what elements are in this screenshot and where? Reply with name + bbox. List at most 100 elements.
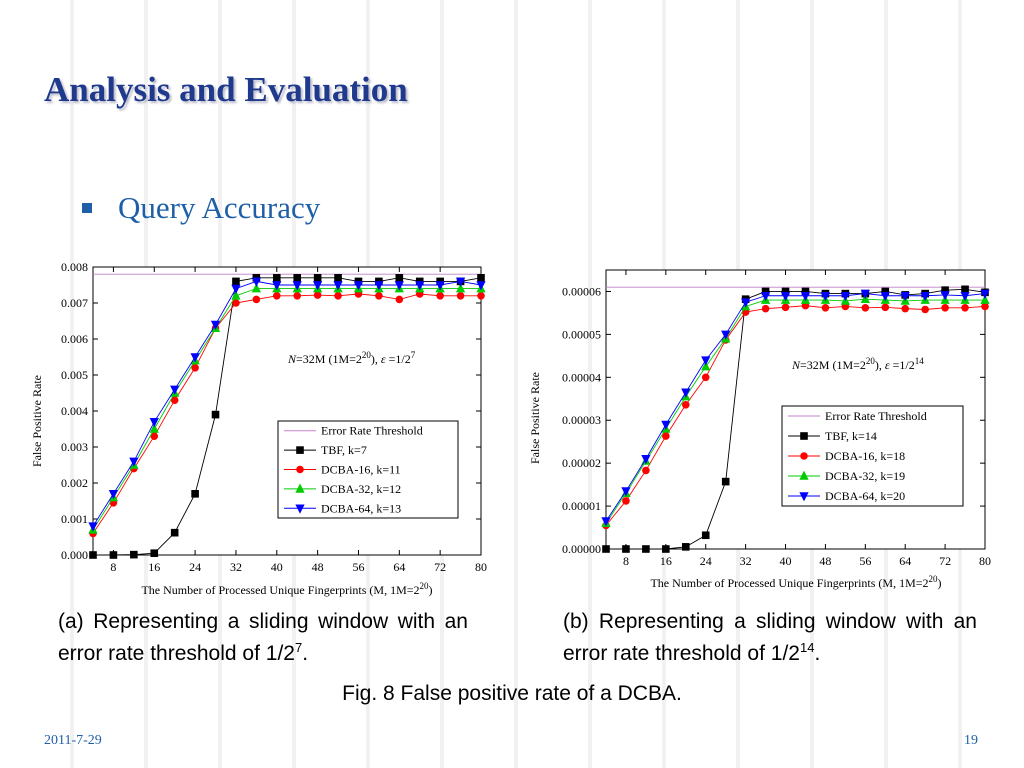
point [252,295,261,304]
x-tick-label: 32 [230,560,242,574]
point [394,281,404,291]
annotation-part: 20 [866,356,876,366]
point [435,281,445,291]
point [292,281,302,291]
point [109,551,118,559]
caption-text: . [814,642,821,665]
caption-sup: 14 [799,640,815,655]
point [272,292,281,300]
bullet-marker [82,203,92,213]
annotation-part: 14 [915,356,925,366]
legend-marker [800,432,808,440]
point [149,418,159,428]
point [980,289,990,300]
point [622,497,630,505]
point [780,291,791,302]
annotation-part: =1/2 [386,352,411,366]
page-number: 19 [964,733,978,748]
y-tick-label: 0.005 [61,368,88,382]
point [334,274,342,282]
point [272,281,282,291]
annotation-part: N [287,352,297,366]
x-axis-label-part: The Number of Processed Unique Fingerpri… [650,576,928,590]
annotation-part: N [791,358,801,372]
x-tick-label: 64 [393,560,405,574]
point [251,283,261,293]
y-axis-label: False Positive Rate [528,372,542,464]
point [455,283,466,293]
point [781,303,790,312]
point [860,289,870,300]
y-tick-label: 0.00001 [562,499,601,513]
series-line [605,298,985,524]
date: 2011-7-29 [44,733,102,748]
point [961,285,969,294]
annotation-part: 7 [411,350,416,360]
point [881,303,890,312]
point [921,305,929,314]
point [374,281,384,291]
legend-label: DCBA-32, k=19 [825,469,905,483]
point [920,291,930,302]
point [641,455,651,465]
point [681,388,691,398]
point [170,528,179,537]
x-axis-label-part: 20 [420,581,430,591]
point [476,281,486,291]
y-tick-label: 0.001 [61,512,88,526]
point [901,304,910,313]
x-tick-label: 24 [700,554,712,568]
point [642,466,650,475]
x-tick-label: 8 [110,560,116,574]
legend-label: TBF, k=7 [321,443,367,457]
point [800,291,811,302]
point [662,545,670,553]
point [150,432,159,441]
point [681,543,690,551]
point [149,423,159,433]
series-line [605,293,986,522]
point [150,549,159,558]
x-tick-label: 64 [899,554,911,568]
y-tick-label: 0.00005 [562,327,601,341]
y-tick-label: 0.00000 [562,542,601,556]
point [961,303,969,312]
caption-text: . [302,642,309,665]
y-tick-label: 0.002 [61,476,88,490]
point [861,303,870,312]
point [436,292,444,300]
annotation-part: =32M (1M=2 [800,358,866,372]
point [313,281,323,291]
point [662,432,670,440]
point [456,292,465,300]
point [130,550,138,559]
annotation-part: ), [371,352,381,366]
x-tick-label: 40 [780,554,792,568]
annotation-part: ε [381,352,386,366]
y-tick-label: 0.006 [61,332,88,346]
point [232,277,240,286]
x-tick-label: 32 [740,554,752,568]
point [661,420,671,430]
point [621,487,631,497]
point [89,551,97,559]
x-tick-label: 16 [660,554,672,568]
legend-label: Error Rate Threshold [825,409,927,423]
point [761,304,770,313]
point [375,292,383,300]
point [272,274,281,282]
y-tick-label: 0.004 [61,404,88,418]
point [211,410,220,419]
y-tick-label: 0.008 [61,260,88,274]
point [334,292,342,300]
point [108,490,119,500]
point [960,291,970,302]
x-tick-label: 56 [352,560,364,574]
legend-label: DCBA-64, k=20 [825,489,905,503]
point [455,277,466,287]
point [129,457,139,467]
point [210,320,221,331]
point [313,274,322,282]
point [701,531,710,540]
x-tick-label: 48 [312,560,324,574]
